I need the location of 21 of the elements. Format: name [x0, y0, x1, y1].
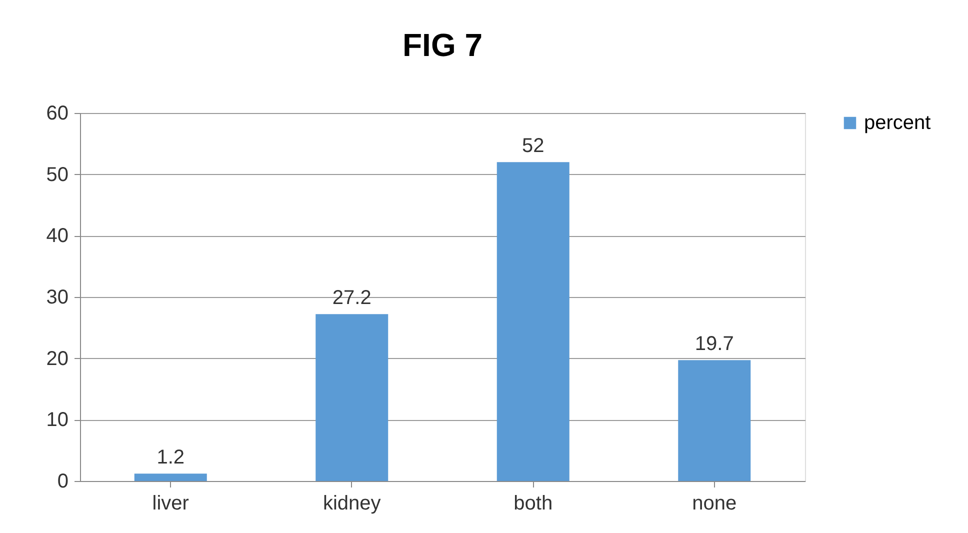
bar	[678, 360, 751, 481]
bar	[316, 314, 388, 481]
data-label: 1.2	[156, 446, 185, 469]
x-tick-label: both	[514, 492, 553, 514]
bar	[496, 162, 570, 481]
x-tick-label: liver	[152, 492, 190, 514]
y-tick-label: 60	[46, 102, 68, 124]
y-tick-label: 0	[57, 470, 68, 492]
data-label: 19.7	[694, 333, 734, 356]
chart-title: FIG 7	[402, 27, 483, 63]
y-tick-label: 20	[46, 348, 68, 370]
y-tick-label: 10	[46, 409, 68, 432]
data-label: 52	[522, 135, 544, 158]
x-tick-label: kidney	[322, 492, 381, 514]
y-tick-label: 50	[46, 164, 68, 186]
legend-label: percent	[864, 112, 932, 134]
y-tick-label: 30	[46, 286, 68, 308]
bar	[134, 474, 207, 481]
data-label: 27.2	[332, 287, 372, 310]
y-tick-label: 40	[46, 225, 68, 248]
x-tick-label: none	[692, 492, 737, 514]
